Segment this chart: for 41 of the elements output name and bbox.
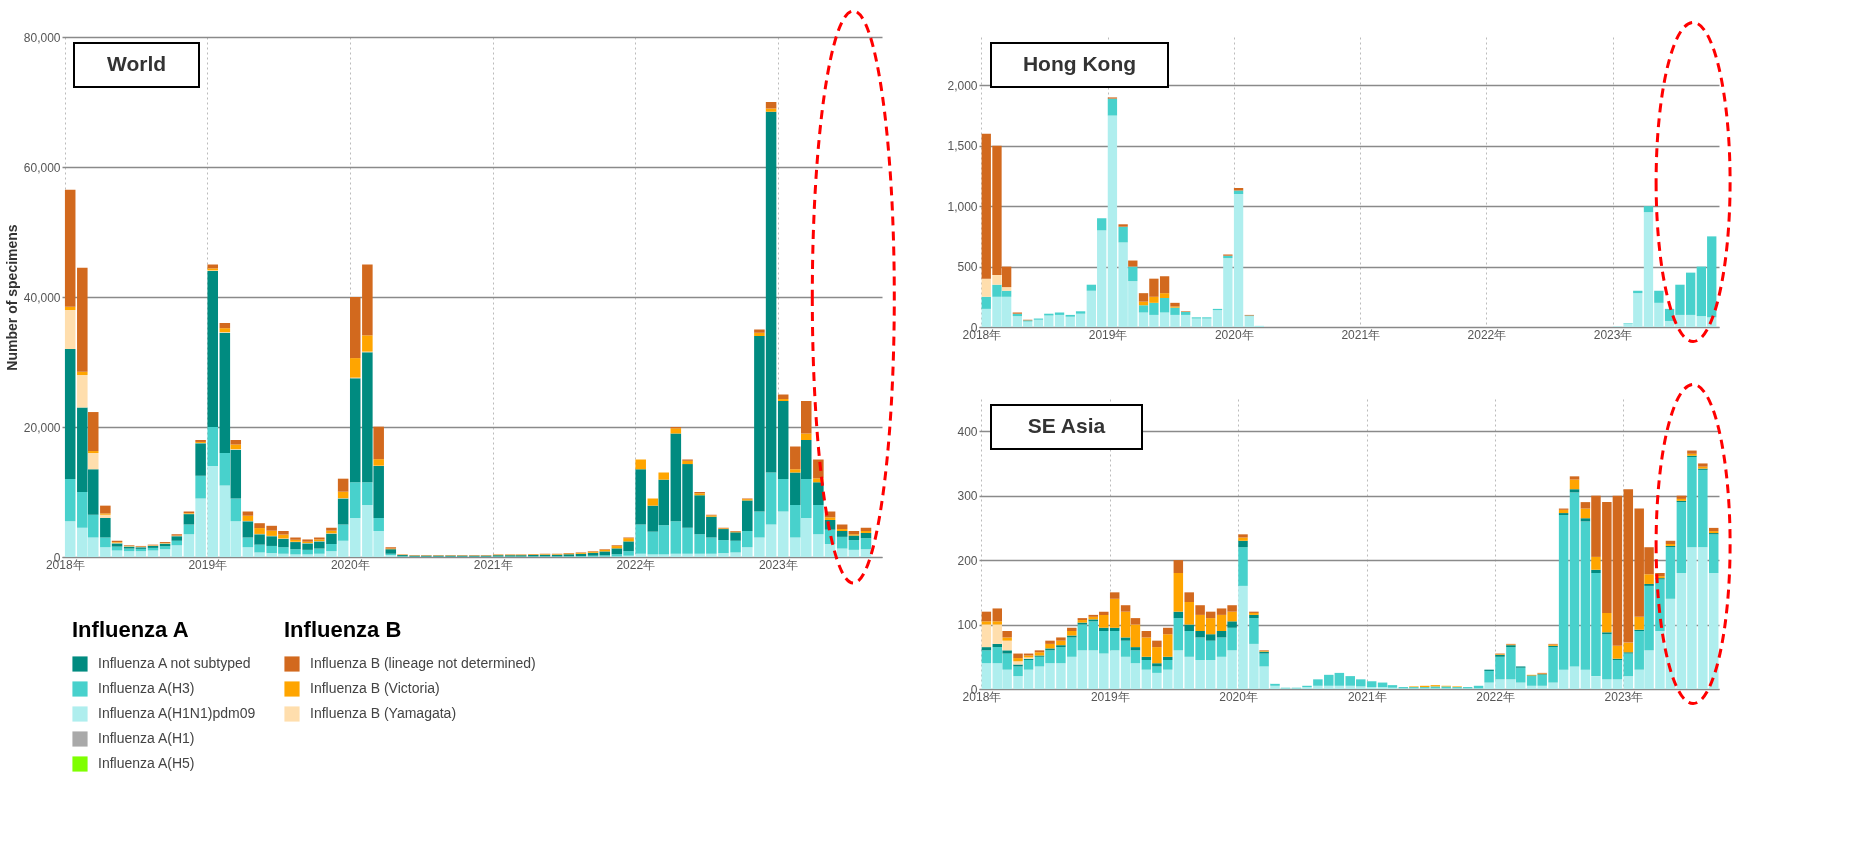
text: Influenza B: [284, 617, 402, 642]
y-tick-label: 300: [957, 489, 978, 504]
x-tick-label: 2020年: [330, 557, 370, 572]
text: Influenza A: [72, 617, 189, 642]
x-tick-label: 2019年: [1090, 689, 1130, 704]
x-tick-label: 2020年: [1214, 327, 1254, 342]
y-tick-label: 2,000: [947, 78, 978, 93]
y-tick-label: 40,000: [23, 290, 61, 305]
legend-label: Influenza A(H3): [98, 680, 195, 696]
text: Hong Kong: [1022, 52, 1137, 75]
x-tick-label: 2022年: [616, 557, 656, 572]
y-tick-label: 200: [957, 553, 978, 568]
x-tick-label: 2021年: [1347, 689, 1387, 704]
legend-label: Influenza B (Victoria): [310, 680, 440, 696]
y-tick-label: 20,000: [23, 420, 61, 435]
legend-label: Influenza A(H1N1)pdm09: [98, 705, 256, 721]
y-tick-label: 500: [957, 260, 978, 275]
y-tick-label: 100: [957, 618, 978, 633]
legend-label: Influenza A(H5): [98, 755, 195, 771]
x-tick-label: 2021年: [1341, 327, 1381, 342]
x-tick-label: 2023年: [1604, 689, 1644, 704]
y-tick-label: 80,000: [23, 30, 61, 45]
text: SE Asia: [1027, 414, 1106, 437]
x-tick-label: 2022年: [1476, 689, 1515, 704]
y-tick-label: 1,500: [947, 139, 978, 154]
x-tick-label: 2023年: [758, 557, 798, 572]
text: World: [106, 52, 167, 75]
x-tick-label: 2019年: [188, 557, 228, 572]
y-axis-title: Number of specimens: [3, 224, 20, 371]
x-tick-label: 2022年: [1467, 327, 1507, 342]
y-tick-label: 60,000: [23, 160, 61, 175]
legend-label: Influenza A not subtyped: [98, 655, 251, 671]
x-tick-label: 2019年: [1088, 327, 1128, 342]
legend-label: Influenza B (Yamagata): [310, 705, 457, 721]
y-tick-label: 400: [957, 424, 978, 439]
y-tick-label: 1,000: [947, 199, 978, 214]
legend-label: Influenza A(H1): [98, 730, 195, 746]
x-tick-label: 2020年: [1219, 689, 1258, 704]
legend-label: Influenza B (lineage not determined): [310, 655, 536, 671]
x-tick-label: 2023年: [1593, 327, 1633, 342]
x-tick-label: 2021年: [473, 557, 513, 572]
